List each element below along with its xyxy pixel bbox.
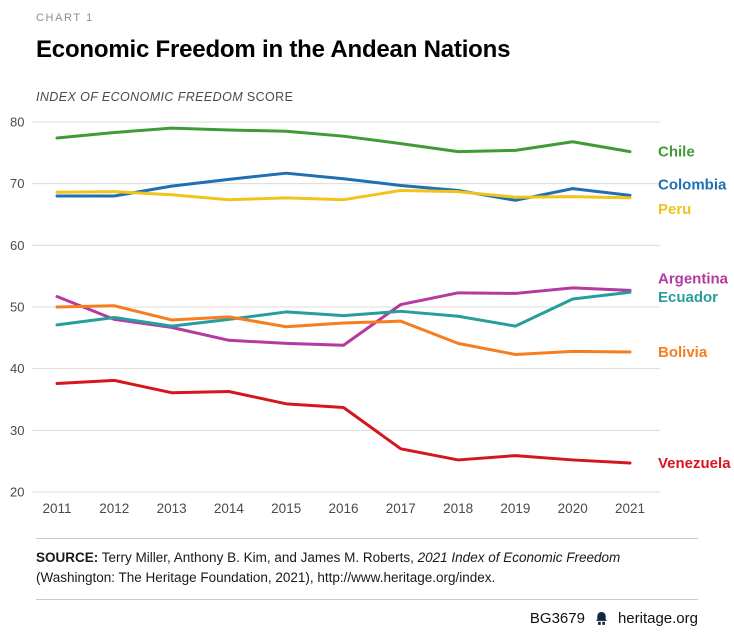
page-title: Economic Freedom in the Andean Nations [36, 36, 511, 63]
x-tick-label: 2014 [214, 501, 245, 516]
y-tick-label: 50 [10, 300, 24, 315]
x-tick-label: 2017 [386, 501, 416, 516]
source-rest: (Washington: The Heritage Foundation, 20… [36, 569, 496, 585]
doc-id: BG3679 [529, 610, 585, 628]
subtitle-italic-part: INDEX OF ECONOMIC FREEDOM [36, 90, 244, 104]
x-tick-label: 2016 [328, 501, 358, 516]
y-tick-label: 60 [10, 238, 24, 253]
y-tick-label: 20 [10, 485, 24, 500]
source-authors: Terry Miller, Anthony B. Kim, and James … [98, 550, 418, 565]
series-label-peru: Peru [658, 201, 691, 218]
x-tick-label: 2020 [558, 501, 588, 516]
line-peru [55, 188, 632, 202]
site-name: heritage.org [617, 610, 698, 628]
x-tick-label: 2013 [157, 501, 187, 516]
line-venezuela [55, 378, 632, 465]
heritage-bell-icon [594, 611, 609, 626]
x-tick-label: 2012 [99, 501, 129, 516]
subtitle-regular-part: SCORE [243, 90, 294, 104]
line-bolivia [55, 304, 632, 356]
divider [36, 599, 698, 601]
y-tick-label: 30 [10, 423, 24, 438]
line-chile [55, 126, 632, 154]
source-label: SOURCE: [36, 550, 99, 565]
chart-page: CHART 1 Economic Freedom in the Andean N… [10, 12, 731, 627]
series-label-venezuela: Venezuela [658, 455, 731, 472]
y-tick-label: 70 [10, 176, 24, 191]
x-tick-label: 2015 [271, 501, 301, 516]
line-ecuador [55, 290, 632, 328]
y-tick-label: 40 [10, 361, 24, 376]
series-label-colombia: Colombia [658, 176, 727, 193]
source-work-title: 2021 Index of Economic Freedom [417, 550, 621, 565]
footer-brand-row: BG3679 heritage.org [36, 610, 698, 627]
divider [36, 538, 698, 539]
x-tick-label: 2018 [443, 501, 473, 516]
series-label-chile: Chile [658, 144, 695, 161]
x-tick-label: 2021 [615, 501, 645, 516]
chart-kicker: CHART 1 [36, 12, 94, 24]
series-label-argentina: Argentina [658, 270, 729, 287]
series-label-ecuador: Ecuador [658, 289, 718, 306]
source-note: SOURCE: Terry Miller, Anthony B. Kim, an… [36, 548, 698, 587]
series-label-bolivia: Bolivia [658, 344, 708, 361]
chart-header: CHART 1 Economic Freedom in the Andean N… [36, 12, 698, 104]
economic-freedom-line-chart: 20 30 40 50 60 70 80 2011 2012 2013 2014 2015 2016 20… [10, 115, 731, 517]
chart-subtitle: INDEX OF ECONOMIC FREEDOM SCORE [36, 90, 698, 104]
x-tick-label: 2011 [42, 501, 71, 516]
x-tick-label: 2019 [500, 501, 530, 516]
y-tick-label: 80 [10, 115, 24, 130]
